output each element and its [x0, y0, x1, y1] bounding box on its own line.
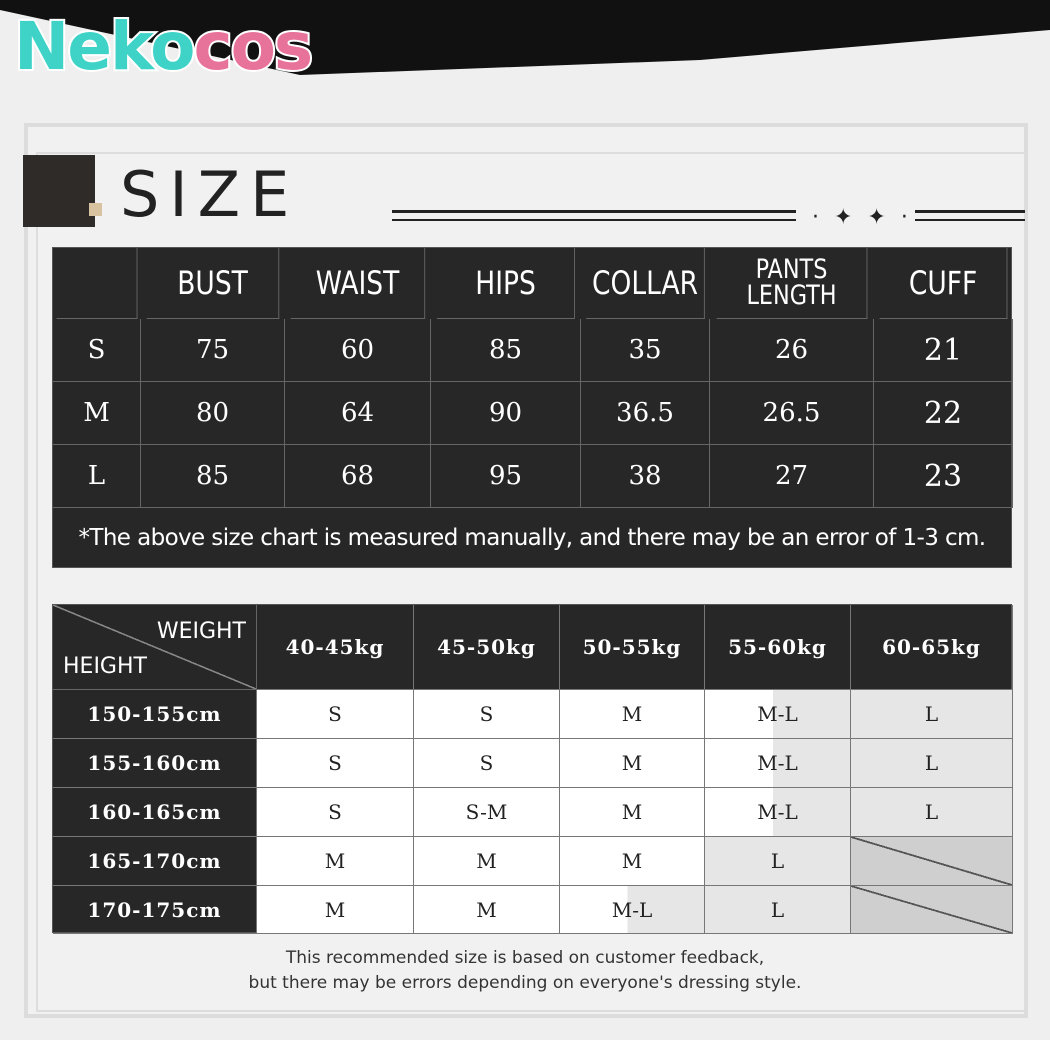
column-header: HIPS — [437, 248, 575, 319]
measurement-cell: 35 — [581, 319, 710, 382]
height-label: 160-165cm — [53, 788, 257, 837]
weight-header: 50-55kg — [560, 605, 705, 690]
measurement-cell: 26 — [710, 319, 874, 382]
column-header: COLLAR — [586, 248, 705, 319]
column-header — [56, 248, 138, 319]
size-recommendation-cell: L — [705, 886, 851, 934]
size-recommendation-cell: S — [257, 739, 414, 788]
size-recommendation-cell: M-L — [560, 886, 705, 934]
footer-line-2: but there may be errors depending on eve… — [248, 973, 802, 993]
height-label: 170-175cm — [53, 886, 257, 934]
page-title: SIZE — [120, 158, 300, 231]
weight-header: 45-50kg — [414, 605, 560, 690]
measurement-cell: 80 — [141, 382, 285, 445]
weight-header: 55-60kg — [705, 605, 851, 690]
size-label: L — [53, 445, 141, 508]
weight-label: WEIGHT — [156, 619, 246, 644]
divider — [915, 210, 1025, 213]
size-recommendation-cell: M — [414, 837, 560, 886]
measurement-cell: 26.5 — [710, 382, 874, 445]
footer-line-1: This recommended size is based on custom… — [285, 948, 765, 968]
measurement-cell: 68 — [285, 445, 431, 508]
not-available-cell — [851, 837, 1013, 886]
measurement-note: *The above size chart is measured manual… — [78, 524, 986, 551]
size-recommendation-cell: M-L — [705, 788, 851, 837]
size-recommendation-cell: M — [560, 739, 705, 788]
measurement-table: BUST WAIST HIPS COLLAR PANTS LENGTH CUFF S 75 60… — [52, 247, 1013, 568]
size-recommendation-cell: S — [414, 690, 560, 739]
height-label: 165-170cm — [53, 837, 257, 886]
size-recommendation-cell: L — [851, 739, 1013, 788]
sparkle-icon: · ✦ ✦ · — [812, 205, 912, 230]
size-recommendation-cell: L — [705, 837, 851, 886]
size-recommendation-cell: M — [414, 886, 560, 934]
column-header: CUFF — [879, 248, 1008, 319]
corner-header: WEIGHT HEIGHT — [53, 605, 257, 690]
divider — [392, 210, 796, 213]
brand-logo: Nekocos — [12, 6, 315, 87]
size-recommendation-cell: S — [257, 690, 414, 739]
title-square-icon — [23, 155, 95, 227]
column-header: WAIST — [290, 248, 426, 319]
measurement-cell: 22 — [874, 382, 1013, 445]
size-recommendation-cell: M-L — [705, 690, 851, 739]
weight-header: 40-45kg — [257, 605, 414, 690]
size-recommendation-cell: M — [257, 886, 414, 934]
recommendation-table: WEIGHT HEIGHT 40-45kg 45-50kg 50-55kg 55-60kg… — [52, 604, 1013, 934]
size-recommendation-cell: L — [851, 690, 1013, 739]
size-label: M — [53, 382, 141, 445]
size-recommendation-cell: S — [257, 788, 414, 837]
measurement-cell: 23 — [874, 445, 1013, 508]
measurement-cell: 27 — [710, 445, 874, 508]
size-recommendation-cell: L — [851, 788, 1013, 837]
size-label: S — [53, 319, 141, 382]
measurement-cell: 64 — [285, 382, 431, 445]
size-recommendation-cell: M — [560, 788, 705, 837]
measurement-cell: 90 — [431, 382, 581, 445]
measurement-cell: 85 — [141, 445, 285, 508]
measurement-cell: 21 — [874, 319, 1013, 382]
title-accent-icon — [89, 203, 102, 216]
height-label: HEIGHT — [63, 654, 147, 679]
size-recommendation-cell: M-L — [705, 739, 851, 788]
weight-header: 60-65kg — [851, 605, 1013, 690]
size-recommendation-cell: M — [560, 690, 705, 739]
measurement-cell: 95 — [431, 445, 581, 508]
height-label: 150-155cm — [53, 690, 257, 739]
size-recommendation-cell: S-M — [414, 788, 560, 837]
height-label: 155-160cm — [53, 739, 257, 788]
measurement-cell: 85 — [431, 319, 581, 382]
measurement-cell: 36.5 — [581, 382, 710, 445]
divider — [915, 219, 1025, 221]
measurement-cell: 60 — [285, 319, 431, 382]
size-recommendation-cell: M — [257, 837, 414, 886]
column-header: PANTS LENGTH — [716, 248, 868, 319]
column-header: BUST — [146, 248, 280, 319]
measurement-cell: 75 — [141, 319, 285, 382]
panel-inner — [36, 152, 1026, 1012]
size-recommendation-cell: S — [414, 739, 560, 788]
size-recommendation-cell: M — [560, 837, 705, 886]
not-available-cell — [851, 886, 1013, 934]
measurement-cell: 38 — [581, 445, 710, 508]
divider — [392, 219, 796, 221]
